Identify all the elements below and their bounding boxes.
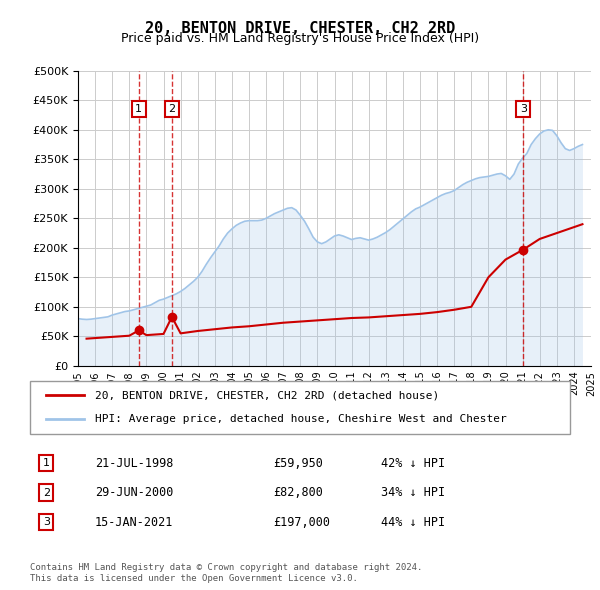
Text: £59,950: £59,950 <box>273 457 323 470</box>
FancyBboxPatch shape <box>30 381 570 434</box>
Text: 15-JAN-2021: 15-JAN-2021 <box>95 516 173 529</box>
Text: Price paid vs. HM Land Registry's House Price Index (HPI): Price paid vs. HM Land Registry's House … <box>121 32 479 45</box>
Text: Contains HM Land Registry data © Crown copyright and database right 2024.
This d: Contains HM Land Registry data © Crown c… <box>30 563 422 583</box>
Text: 3: 3 <box>43 517 50 527</box>
Text: 21-JUL-1998: 21-JUL-1998 <box>95 457 173 470</box>
Text: 1: 1 <box>135 104 142 114</box>
Text: 2: 2 <box>43 488 50 497</box>
Text: 20, BENTON DRIVE, CHESTER, CH2 2RD: 20, BENTON DRIVE, CHESTER, CH2 2RD <box>145 21 455 35</box>
Text: HPI: Average price, detached house, Cheshire West and Chester: HPI: Average price, detached house, Ches… <box>95 414 506 424</box>
Text: 20, BENTON DRIVE, CHESTER, CH2 2RD (detached house): 20, BENTON DRIVE, CHESTER, CH2 2RD (deta… <box>95 391 439 401</box>
Text: 34% ↓ HPI: 34% ↓ HPI <box>381 486 445 499</box>
Text: 29-JUN-2000: 29-JUN-2000 <box>95 486 173 499</box>
Text: 2: 2 <box>169 104 175 114</box>
Text: 3: 3 <box>520 104 527 114</box>
Text: 1: 1 <box>43 458 50 468</box>
Text: 42% ↓ HPI: 42% ↓ HPI <box>381 457 445 470</box>
Text: 44% ↓ HPI: 44% ↓ HPI <box>381 516 445 529</box>
Text: £82,800: £82,800 <box>273 486 323 499</box>
Text: £197,000: £197,000 <box>273 516 330 529</box>
